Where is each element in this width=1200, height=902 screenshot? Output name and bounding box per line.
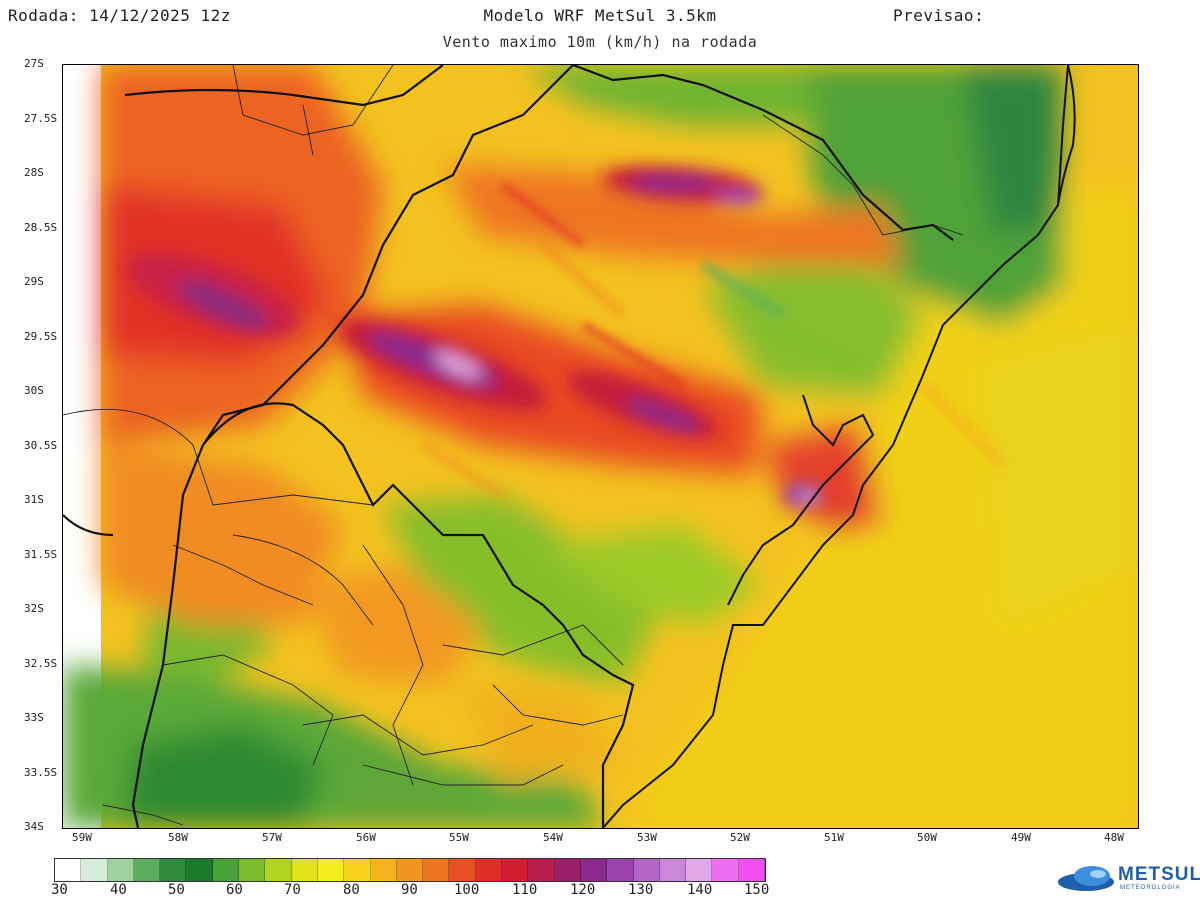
colorbar-swatch — [133, 859, 161, 881]
colorbar-swatch — [659, 859, 687, 881]
lat-tick-label: 29S — [24, 275, 44, 288]
lon-tick-label: 55W — [449, 831, 469, 844]
lon-tick-label: 49W — [1011, 831, 1031, 844]
lon-tick-label: 50W — [917, 831, 937, 844]
colorbar-swatch — [449, 859, 476, 881]
lat-tick-label: 33S — [24, 711, 44, 724]
colorbar-swatch — [502, 859, 529, 881]
lon-tick-label: 48W — [1104, 831, 1124, 844]
colorbar-tick-label: 50 — [168, 882, 185, 898]
colorbar-swatch — [81, 859, 108, 881]
lat-tick-label: 33.5S — [24, 766, 58, 779]
colorbar-swatch — [423, 859, 450, 881]
lat-tick-label: 27S — [24, 57, 44, 70]
lat-tick-label: 27.5S — [24, 112, 58, 125]
colorbar-swatch — [186, 859, 213, 881]
logo-name: METSUL — [1118, 864, 1200, 885]
wind-maxima — [127, 165, 823, 507]
colorbar-tick-label: 120 — [570, 882, 596, 898]
colorbar-swatch — [580, 859, 608, 881]
colorbar-swatch — [633, 859, 660, 881]
coastline — [602, 65, 1076, 828]
colorbar-tick-label: 140 — [687, 882, 713, 898]
colorbar-swatch — [160, 859, 187, 881]
logo-tagline: METEOROLOGIA — [1120, 885, 1181, 891]
lat-tick-label: 32.5S — [24, 657, 58, 670]
colorbar-tick-label: 30 — [51, 882, 68, 898]
colorbar — [54, 858, 766, 882]
colorbar-tick-label: 40 — [110, 882, 127, 898]
lat-tick-label: 34S — [24, 820, 44, 833]
lat-tick-label: 28.5S — [24, 221, 58, 234]
lon-tick-label: 51W — [824, 831, 844, 844]
lat-tick-label: 32S — [24, 602, 44, 615]
colorbar-swatch — [239, 859, 266, 881]
colorbar-swatch — [212, 859, 240, 881]
lon-tick-label: 58W — [168, 831, 188, 844]
border-lines — [63, 65, 954, 828]
lat-tick-label: 29.5S — [24, 330, 58, 343]
lat-tick-label: 30S — [24, 384, 44, 397]
colorbar-swatch — [291, 859, 318, 881]
colorbar-tick-label: 60 — [226, 882, 243, 898]
colorbar-tick-label: 110 — [512, 882, 538, 898]
metsul-logo-icon — [1058, 866, 1114, 891]
colorbar-swatch — [712, 859, 739, 881]
lat-tick-label: 31S — [24, 493, 44, 506]
model-title: Modelo WRF MetSul 3.5km — [483, 6, 717, 25]
colorbar-tick-label: 150 — [744, 882, 770, 898]
lat-tick-label: 31.5S — [24, 548, 58, 561]
run-time-label: Rodada: 14/12/2025 12z — [8, 6, 231, 25]
colorbar-swatch — [107, 859, 134, 881]
wind-field-svg — [63, 65, 1138, 828]
wind-shading — [63, 65, 1138, 828]
lat-tick-label: 30.5S — [24, 439, 58, 452]
colorbar-swatch — [738, 859, 766, 881]
colorbar-swatch — [265, 859, 292, 881]
region-lines — [63, 65, 964, 826]
colorbar-tick-label: 100 — [454, 882, 480, 898]
wind-map — [62, 64, 1139, 829]
colorbar-swatch — [528, 859, 555, 881]
colorbar-swatch — [55, 859, 82, 881]
colorbar-tick-label: 90 — [401, 882, 418, 898]
map-subtitle: Vento maximo 10m (km/h) na rodada — [442, 33, 758, 51]
colorbar-tick-label: 130 — [628, 882, 654, 898]
lon-tick-label: 56W — [356, 831, 376, 844]
lon-tick-label: 53W — [637, 831, 657, 844]
forecast-label: Previsao: — [893, 6, 985, 25]
colorbar-swatch — [607, 859, 634, 881]
wind-streaks — [420, 181, 1008, 500]
lon-tick-label: 57W — [262, 831, 282, 844]
colorbar-tick-label: 80 — [343, 882, 360, 898]
colorbar-swatch — [475, 859, 503, 881]
colorbar-swatch — [317, 859, 345, 881]
lon-tick-label: 52W — [730, 831, 750, 844]
colorbar-swatch — [686, 859, 713, 881]
lon-tick-label: 54W — [543, 831, 563, 844]
lat-tick-label: 28S — [24, 166, 44, 179]
colorbar-swatch — [554, 859, 581, 881]
colorbar-swatch — [344, 859, 371, 881]
colorbar-tick-label: 70 — [284, 882, 301, 898]
colorbar-swatch — [370, 859, 397, 881]
colorbar-swatch — [396, 859, 424, 881]
lon-tick-label: 59W — [72, 831, 92, 844]
